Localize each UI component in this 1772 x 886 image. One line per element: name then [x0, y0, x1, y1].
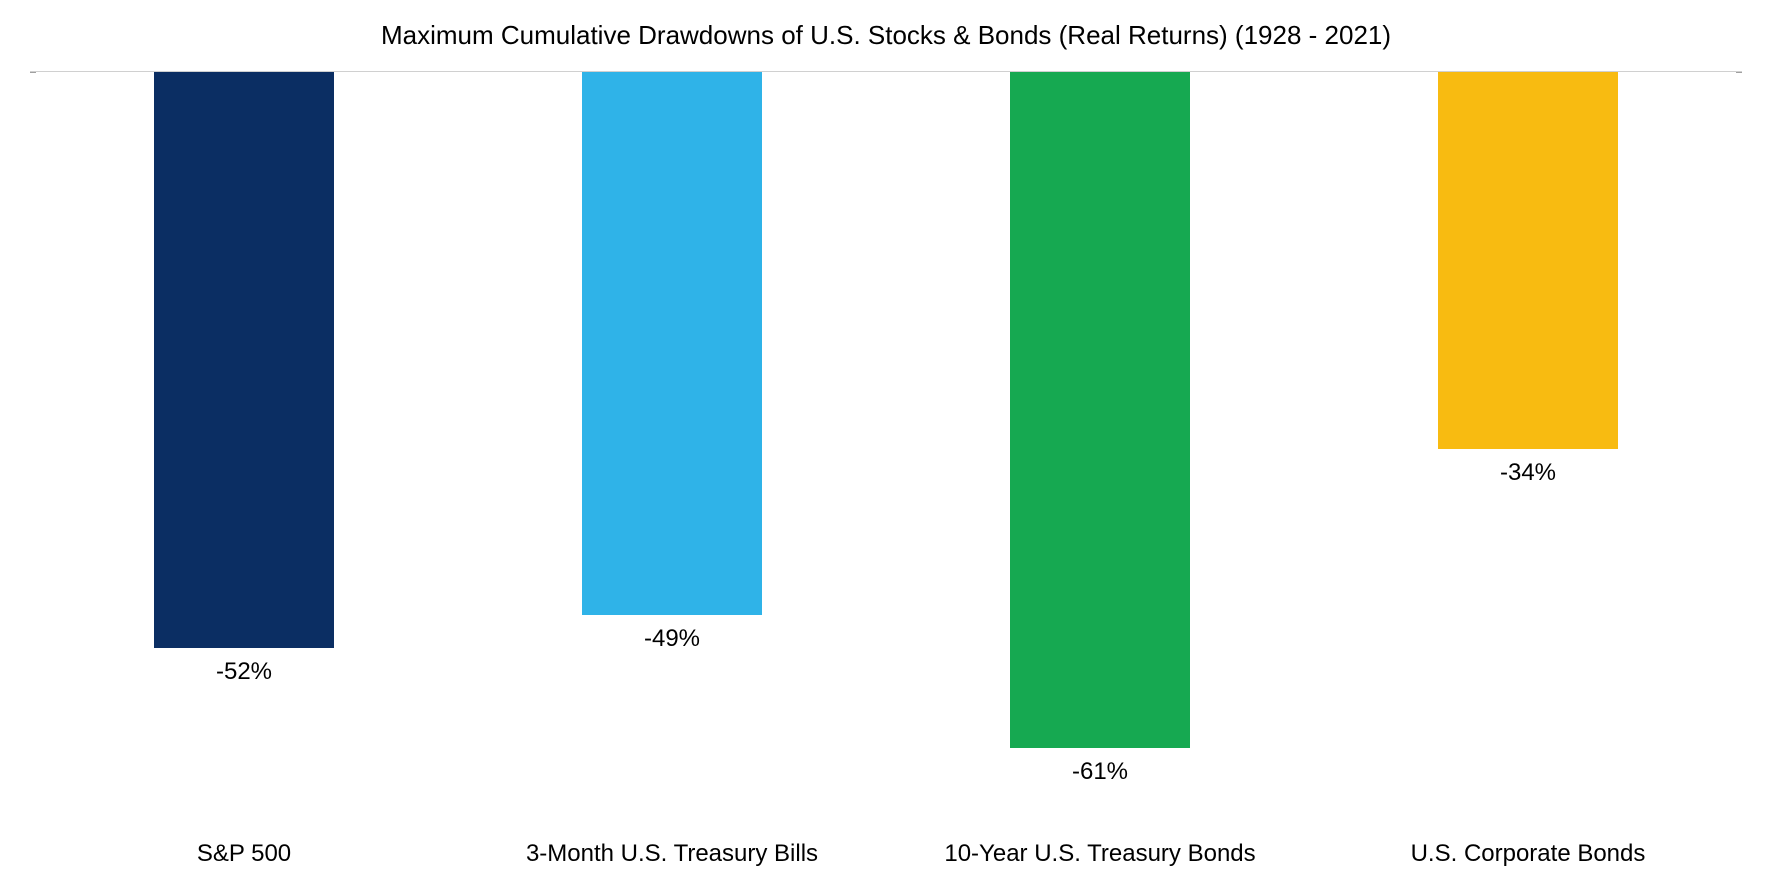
bar-tbills [582, 72, 762, 615]
bar-value-label: -61% [1072, 758, 1128, 786]
bar-group-1: -49% [458, 72, 886, 653]
plot-area: -52% -49% -61% -34% [30, 71, 1742, 791]
bar-value-label: -34% [1500, 459, 1556, 487]
category-row: S&P 500 3-Month U.S. Treasury Bills 10-Y… [30, 840, 1742, 868]
bar-corp [1438, 72, 1618, 449]
bars-row: -52% -49% -61% -34% [30, 72, 1742, 791]
bar-value-label: -52% [216, 658, 272, 686]
chart-title: Maximum Cumulative Drawdowns of U.S. Sto… [30, 20, 1742, 51]
drawdown-chart: Maximum Cumulative Drawdowns of U.S. Sto… [0, 0, 1772, 886]
category-label: U.S. Corporate Bonds [1314, 840, 1742, 868]
bar-group-2: -61% [886, 72, 1314, 786]
category-label: S&P 500 [30, 840, 458, 868]
bar-value-label: -49% [644, 625, 700, 653]
category-label: 10-Year U.S. Treasury Bonds [886, 840, 1314, 868]
bar-group-0: -52% [30, 72, 458, 686]
category-label: 3-Month U.S. Treasury Bills [458, 840, 886, 868]
bar-tbonds [1010, 72, 1190, 748]
bar-group-3: -34% [1314, 72, 1742, 487]
bar-sp500 [154, 72, 334, 648]
